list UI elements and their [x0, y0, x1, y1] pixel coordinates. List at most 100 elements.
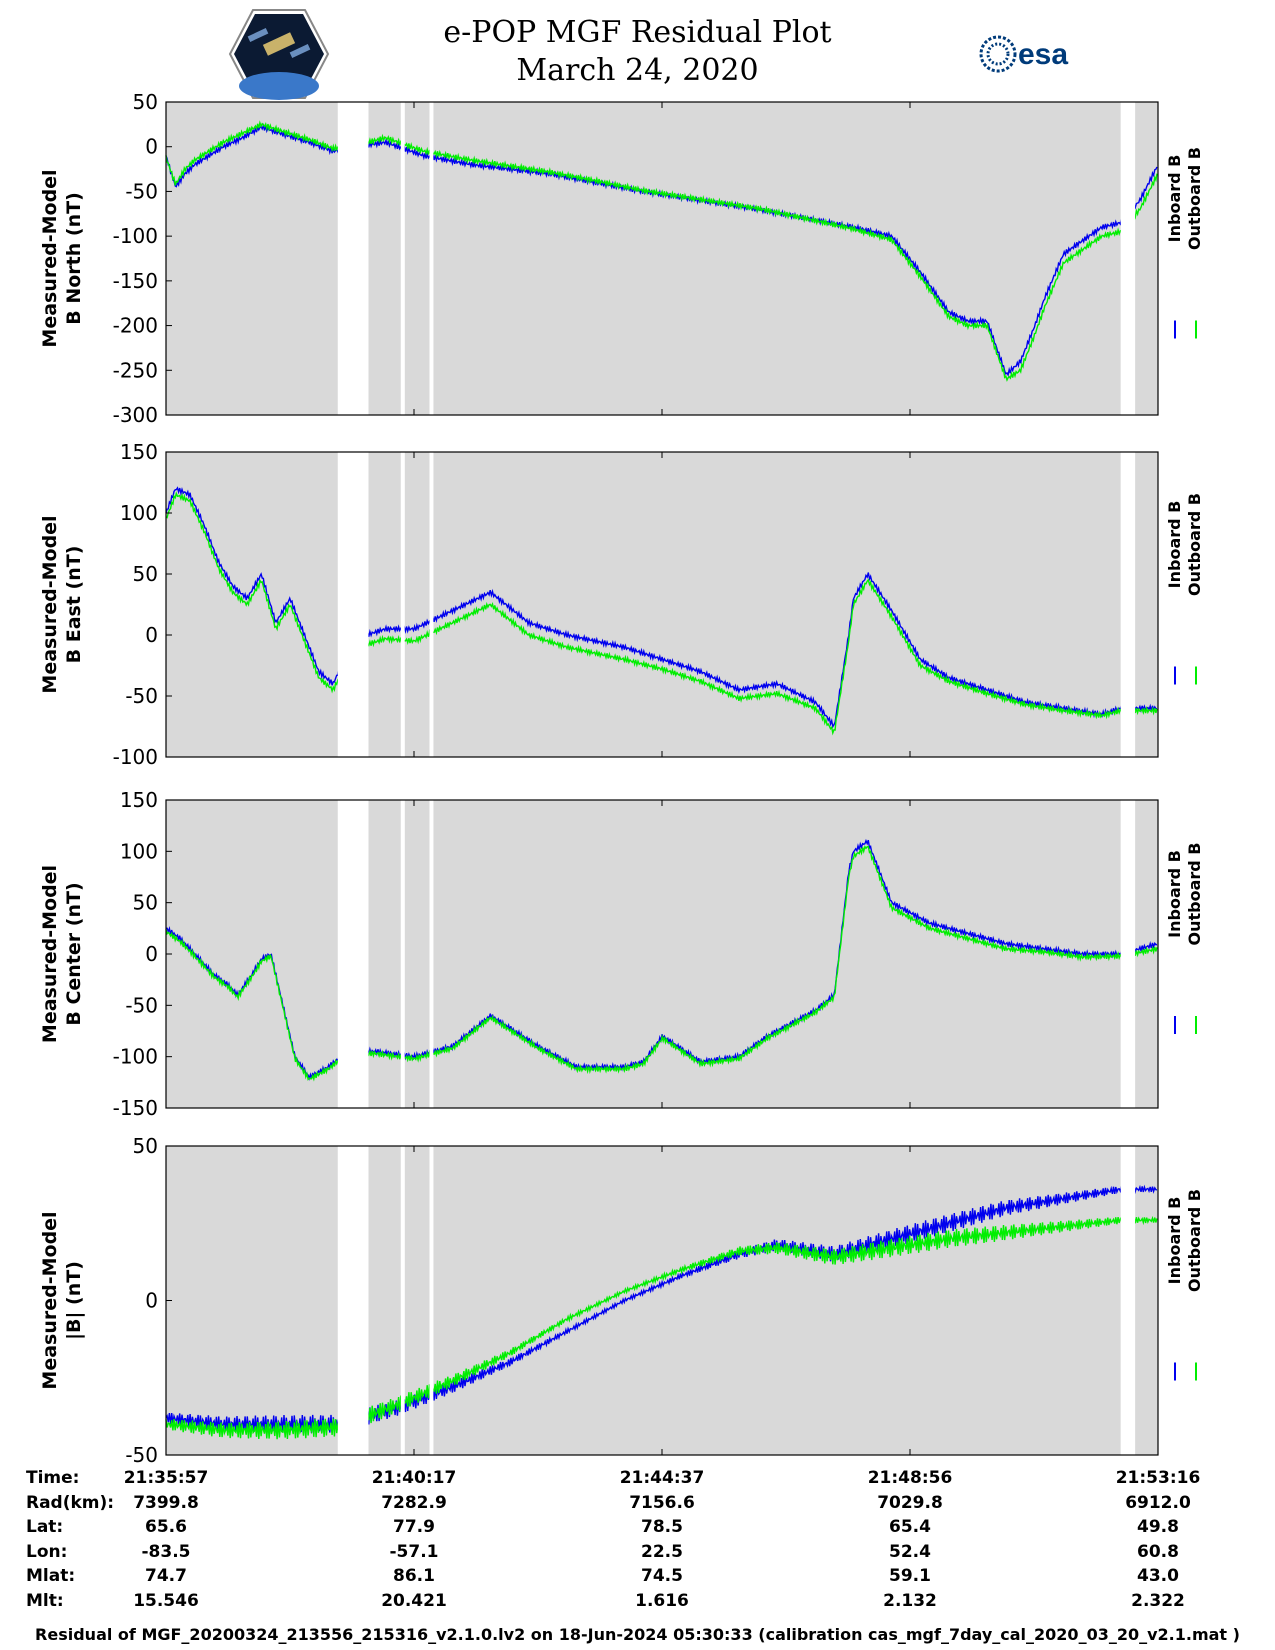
- footer-caption: Residual of MGF_20200324_213556_215316_v…: [35, 1625, 1240, 1644]
- panel-3-data-gap: [337, 800, 369, 1108]
- legend-inboard-label: Inboard B: [1165, 1197, 1184, 1285]
- info-value: 65.6: [145, 1517, 187, 1537]
- panel-3-ylabel-line2: B Center (nT): [63, 882, 85, 1025]
- panel-4-ylabel-line1: Measured-Model: [39, 1211, 61, 1389]
- info-value: 74.5: [641, 1566, 683, 1586]
- panel-3-ytick-label: -150: [113, 1096, 158, 1120]
- panel-4-outboard-line: [165, 1215, 1158, 1440]
- panel-3-ytick-label: 50: [133, 891, 158, 915]
- panel-2-data-gap: [400, 452, 405, 757]
- panel-2-background: [166, 452, 1158, 757]
- legend-inboard-label: Inboard B: [1165, 501, 1184, 589]
- panel-1-data-gap: [429, 102, 434, 415]
- panel-4-data-gap: [429, 1146, 434, 1455]
- panel-1-outboard-line: [165, 120, 1158, 382]
- info-value: 20.421: [381, 1590, 447, 1611]
- info-value: 2.132: [883, 1590, 937, 1611]
- panel-3-outboard-line: [165, 845, 1158, 1082]
- info-value: 78.5: [641, 1517, 683, 1537]
- panel-2-ytick-label: -100: [113, 745, 158, 769]
- panel-4-data-gap: [1120, 1146, 1136, 1455]
- title-line-2: March 24, 2020: [516, 53, 759, 88]
- info-value: 7029.8: [877, 1492, 943, 1513]
- info-value: 21:48:56: [867, 1468, 953, 1488]
- info-row-mlt: Mlt: 15.546 20.421 1.616 2.132 2.322: [0, 1591, 1275, 1615]
- panel-3-background: [166, 800, 1158, 1108]
- panel-4-ytick-label: 0: [145, 1289, 158, 1313]
- panel-2-outboard-line: [165, 491, 1158, 736]
- panel-4-inboard-line: [165, 1184, 1158, 1434]
- panel-1-ytick-label: 0: [145, 135, 158, 159]
- info-value: 7282.9: [381, 1492, 447, 1513]
- panel-3-ytick-label: 0: [145, 942, 158, 966]
- panel-2-ytick-label: -50: [125, 684, 158, 708]
- panel-2-ytick-label: 0: [145, 623, 158, 647]
- info-value: 86.1: [393, 1566, 435, 1586]
- panel-1-ylabel-line1: Measured-Model: [39, 169, 61, 347]
- panel-3-ytick-label: 150: [120, 788, 158, 812]
- info-value: 60.8: [1137, 1541, 1179, 1562]
- panel-2-data-gap: [337, 452, 369, 757]
- cassiope-logo: [228, 9, 330, 100]
- info-value: 21:35:57: [123, 1468, 209, 1488]
- info-value: -57.1: [389, 1541, 439, 1562]
- panel-4-data-gap: [337, 1146, 369, 1455]
- title-line-1: e-POP MGF Residual Plot: [443, 15, 832, 50]
- panel-1-data-gap: [400, 102, 405, 415]
- info-label: Time:: [26, 1468, 80, 1488]
- legend-inboard-label: Inboard B: [1165, 850, 1184, 938]
- panel-2-data-gap: [1120, 452, 1136, 757]
- info-value: 22.5: [641, 1541, 683, 1562]
- info-value: 59.1: [889, 1566, 931, 1586]
- panel-1-data-gap: [337, 102, 369, 415]
- legend-outboard-label: Outboard B: [1185, 1189, 1204, 1292]
- esa-logo-text: esa: [1018, 38, 1068, 71]
- panel-2-ytick-label: 50: [133, 562, 158, 586]
- panel-1-ylabel-line2: B North (nT): [63, 192, 85, 325]
- chart-title: e-POP MGF Residual Plot March 24, 2020: [0, 14, 1275, 90]
- panel-2-ytick-label: 150: [120, 440, 158, 464]
- info-value: 6912.0: [1125, 1492, 1191, 1513]
- info-value: 21:53:16: [1115, 1468, 1201, 1488]
- panel-2-ylabel-line2: B East (nT): [63, 546, 85, 664]
- panel-4-ytick-label: -50: [125, 1443, 158, 1467]
- info-label: Rad(km):: [26, 1492, 115, 1513]
- info-value: 77.9: [393, 1517, 435, 1537]
- info-value: 21:40:17: [371, 1468, 457, 1488]
- panel-1-data-gap: [1120, 102, 1136, 415]
- info-value: 43.0: [1137, 1566, 1179, 1586]
- panel-1-background: [166, 102, 1158, 415]
- panel-1-ytick-label: -250: [113, 358, 158, 382]
- panel-3-data-gap: [429, 800, 434, 1108]
- panel-1-ytick-label: -200: [113, 314, 158, 338]
- info-label: Lat:: [26, 1517, 64, 1537]
- legend-outboard-label: Outboard B: [1185, 843, 1204, 946]
- panel-3-data-gap: [1120, 800, 1136, 1108]
- info-value: 74.7: [145, 1566, 187, 1586]
- panel-2-ytick-label: 100: [120, 501, 158, 525]
- panel-3-data-gap: [400, 800, 405, 1108]
- legend-outboard-label: Outboard B: [1185, 493, 1204, 596]
- panel-1-ytick-label: -300: [113, 403, 158, 427]
- panel-3-ytick-label: -100: [113, 1045, 158, 1069]
- info-value: 2.322: [1131, 1590, 1185, 1611]
- info-value: 15.546: [133, 1590, 199, 1611]
- panel-4-data-gap: [400, 1146, 405, 1455]
- info-value: 21:44:37: [619, 1468, 705, 1488]
- panel-1-ytick-label: -100: [113, 224, 158, 248]
- info-value: 65.4: [889, 1517, 931, 1537]
- panel-1-ytick-label: -150: [113, 269, 158, 293]
- panel-4-ylabel-line2: |B| (nT): [63, 1261, 85, 1340]
- info-row-time: Time: 21:35:57 21:40:17 21:44:37 21:48:56 21:…: [0, 1468, 1275, 1492]
- info-row-lat: Lat: 65.6 77.9 78.5 65.4 49.8: [0, 1517, 1275, 1541]
- info-row-lon: Lon: -83.5 -57.1 22.5 52.4 60.8: [0, 1542, 1275, 1566]
- legend-inboard-label: Inboard B: [1165, 155, 1184, 243]
- panel-3-ytick-label: -50: [125, 993, 158, 1017]
- panel-4-ytick-label: 50: [133, 1134, 158, 1158]
- panel-1-ytick-label: 50: [133, 90, 158, 114]
- panel-2-inboard-line: [165, 486, 1158, 729]
- info-value: 1.616: [635, 1590, 689, 1611]
- info-value: 52.4: [889, 1541, 931, 1562]
- panel-3-ylabel-line1: Measured-Model: [39, 865, 61, 1043]
- info-label: Mlt:: [26, 1590, 64, 1611]
